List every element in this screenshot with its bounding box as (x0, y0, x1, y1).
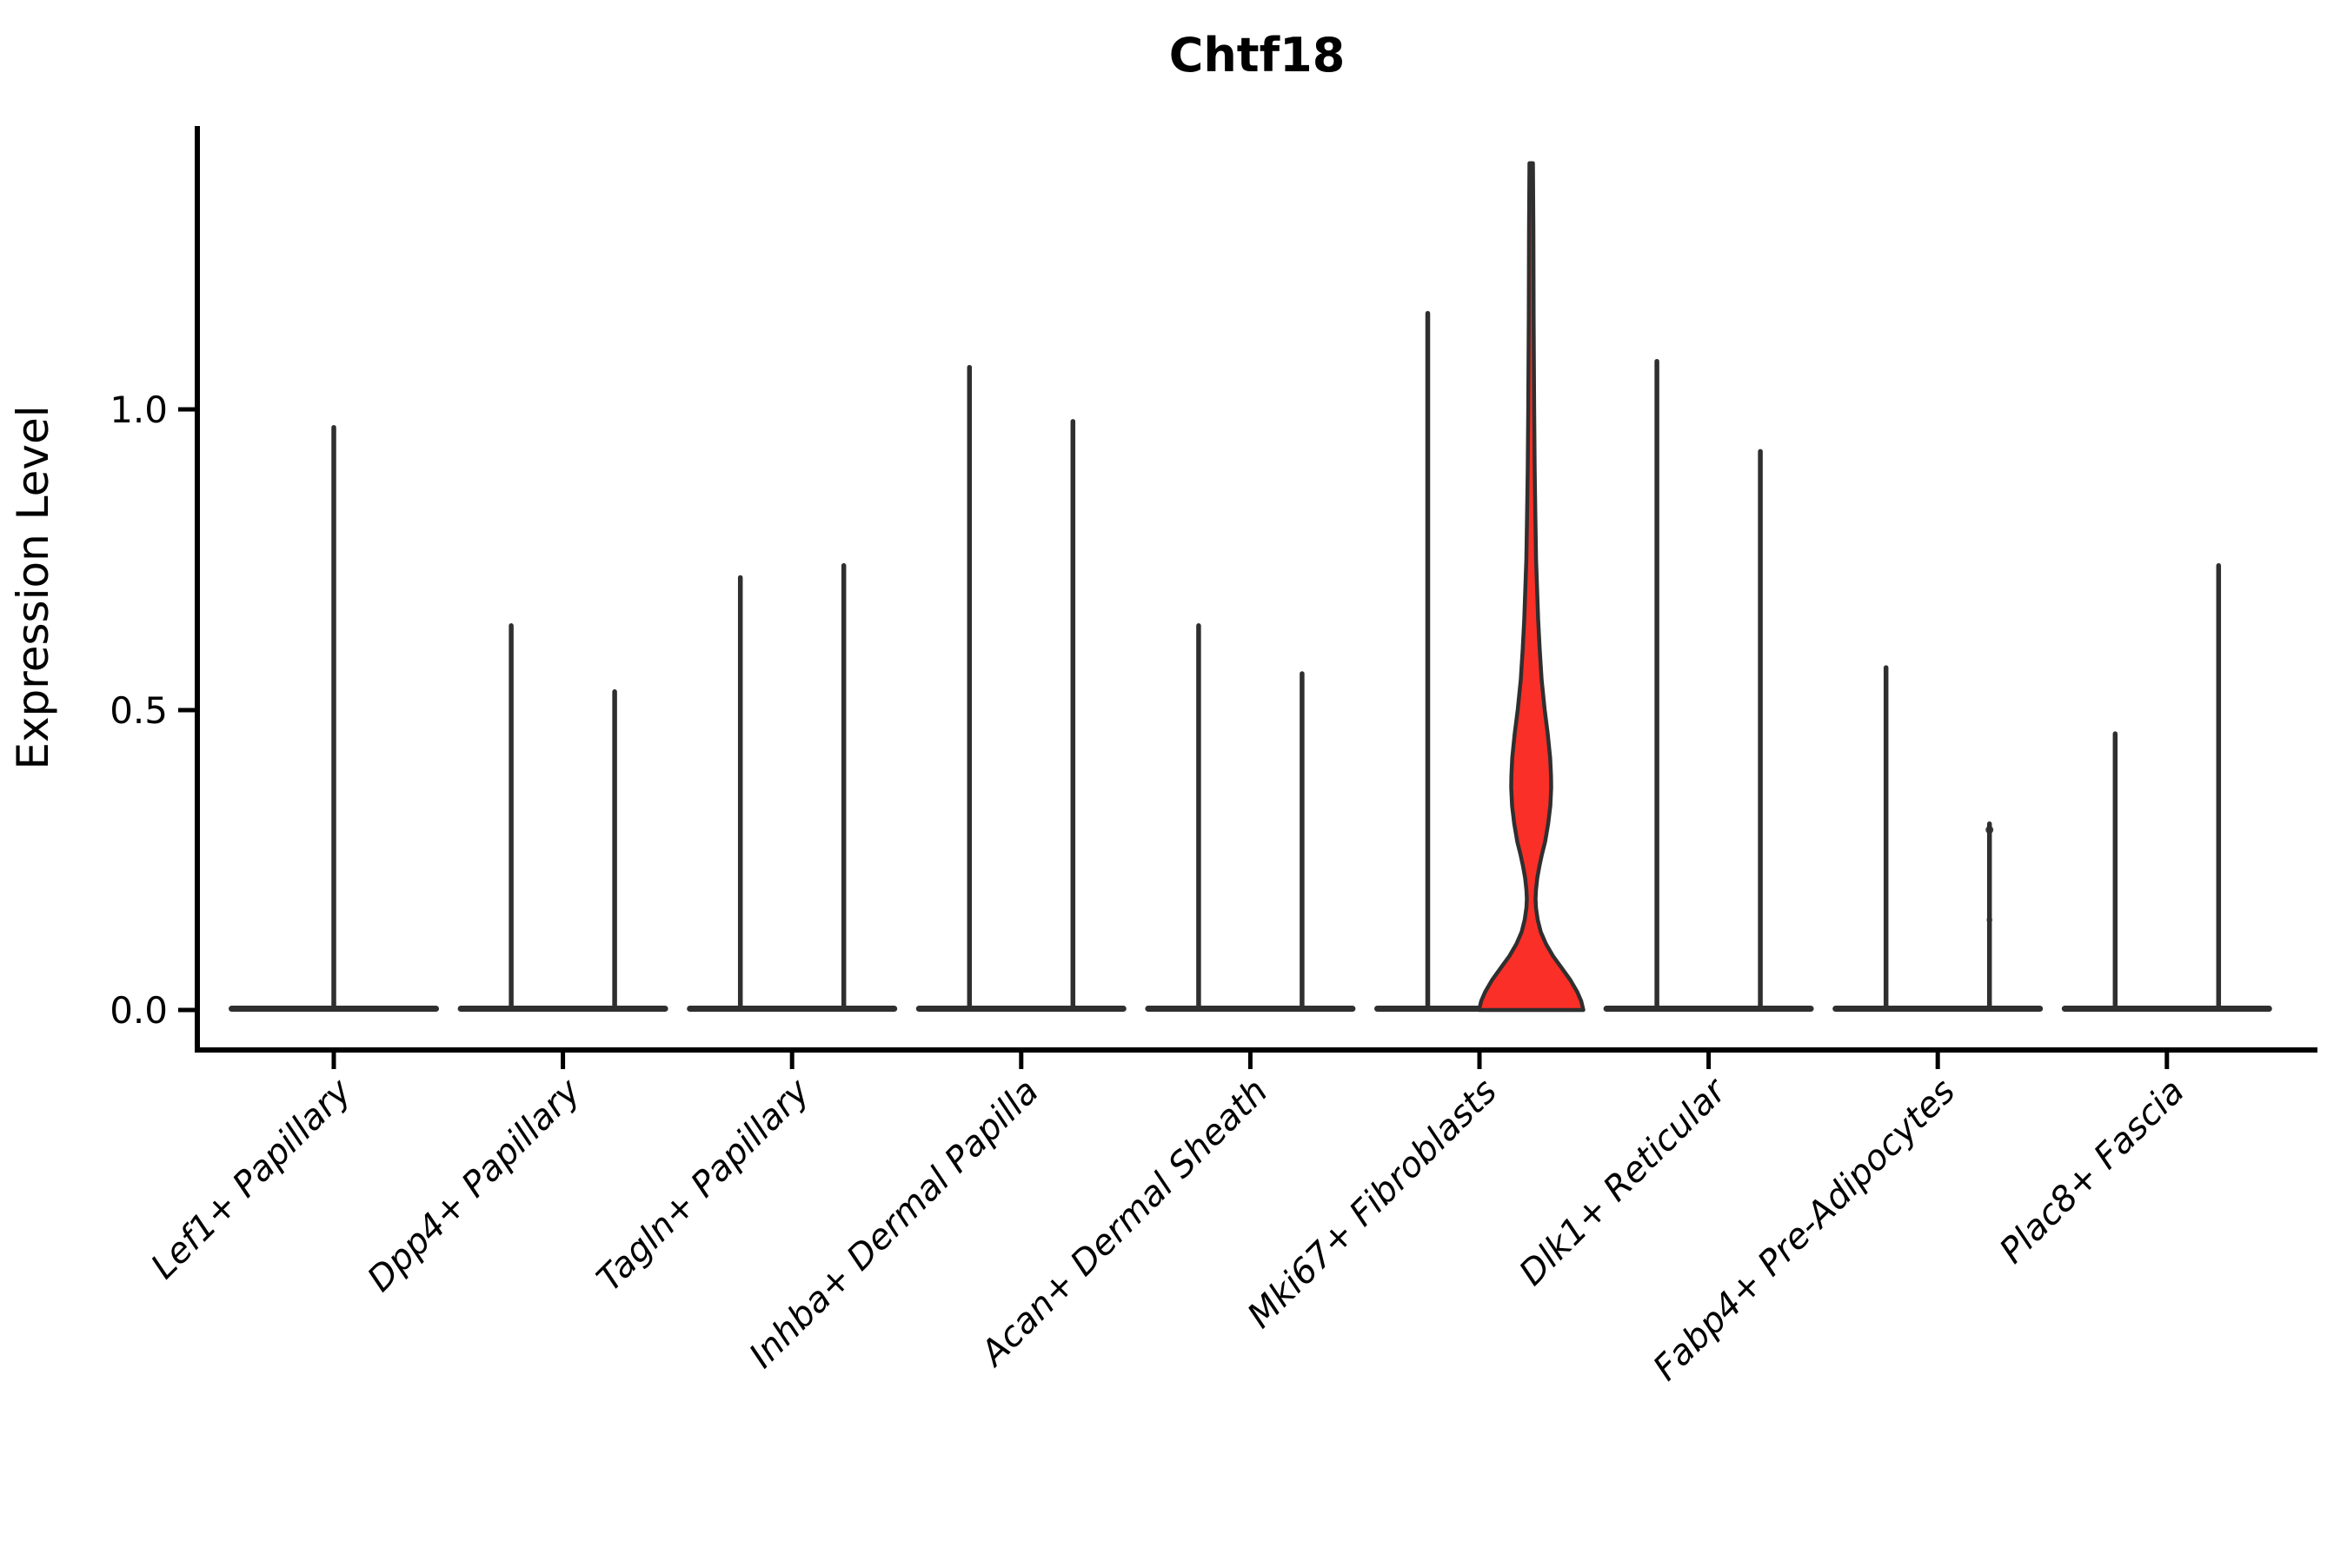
x-ticks-layer (331, 1050, 2170, 1069)
x-tick-label: Lef1+ Papillary (143, 1071, 360, 1287)
violin-base (687, 1006, 898, 1012)
violin-base (915, 1006, 1127, 1012)
jitter-point (1986, 916, 1993, 923)
x-tick-label: Dpp4+ Papillary (360, 1071, 588, 1299)
violin-base (457, 1006, 668, 1012)
x-tick-label: Plac8+ Fascia (1992, 1072, 2192, 1272)
x-labels-layer: Lef1+ Papillary Dpp4+ Papillary Tagln+ Pap… (143, 1070, 2192, 1389)
y-tick-label-10: 1.0 (110, 389, 168, 431)
y-tick-label-0: 0.0 (110, 989, 168, 1032)
y-axis-label: Expression Level (8, 405, 58, 769)
chart-title: Chtf18 (1169, 28, 1346, 83)
jitter-point (1985, 826, 1994, 834)
violins-layer (229, 161, 2272, 1013)
y-tick-label-05: 0.5 (110, 689, 168, 732)
violin-base (1603, 1006, 1814, 1012)
highlight-violin (1477, 161, 1586, 1013)
violin-base (1832, 1006, 2044, 1012)
x-tick-label: Tagln+ Papillary (589, 1071, 818, 1299)
x-tick-label: Mki67+ Fibroblasts (1240, 1072, 1505, 1337)
violin-base (1145, 1006, 1356, 1012)
x-tick-label: Dlk1+ Reticular (1512, 1070, 1735, 1293)
violin-base (2061, 1006, 2272, 1012)
